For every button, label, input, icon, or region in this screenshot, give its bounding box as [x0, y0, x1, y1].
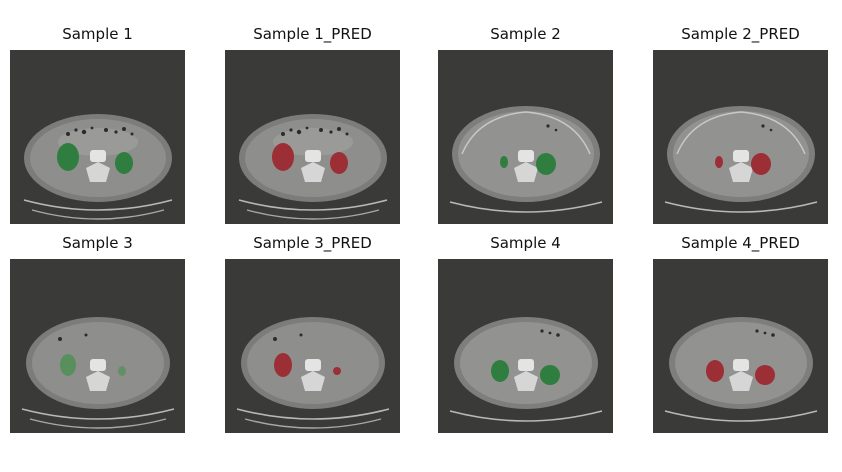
ct-scan-image	[438, 50, 613, 224]
panel-sample-3-pred: Sample 3_PRED	[225, 232, 400, 433]
panel-sample-4-pred: Sample 4_PRED	[653, 232, 828, 433]
panel-sample-4: Sample 4	[438, 232, 613, 433]
ct-scan-image	[10, 50, 185, 224]
ct-scan-image	[653, 50, 828, 224]
panel-sample-1: Sample 1	[10, 23, 185, 224]
panel-sample-2: Sample 2	[438, 23, 613, 224]
ct-scan-image	[438, 259, 613, 433]
panel-title: Sample 4	[490, 234, 561, 252]
panel-title: Sample 1_PRED	[253, 25, 372, 43]
ct-scan-image	[225, 259, 400, 433]
panel-sample-3: Sample 3	[10, 232, 185, 433]
panel-title: Sample 2_PRED	[681, 25, 800, 43]
ct-scan-image	[653, 259, 828, 433]
panel-sample-1-pred: Sample 1_PRED	[225, 23, 400, 224]
panel-title: Sample 3	[62, 234, 133, 252]
panel-title: Sample 4_PRED	[681, 234, 800, 252]
panel-title: Sample 1	[62, 25, 133, 43]
panel-title: Sample 2	[490, 25, 561, 43]
ct-scan-image	[10, 259, 185, 433]
panel-title: Sample 3_PRED	[253, 234, 372, 252]
ct-scan-image	[225, 50, 400, 224]
panel-sample-2-pred: Sample 2_PRED	[653, 23, 828, 224]
